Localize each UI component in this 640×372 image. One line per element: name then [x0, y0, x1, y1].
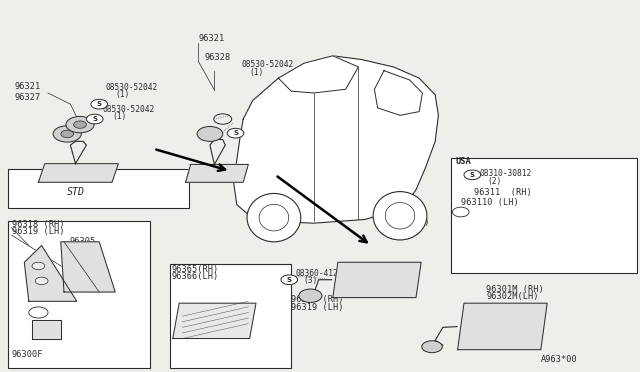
Text: 96328: 96328 [205, 52, 231, 61]
Circle shape [74, 121, 86, 128]
Text: (1): (1) [115, 90, 129, 99]
Text: 96319 (LH): 96319 (LH) [12, 227, 64, 236]
Text: 08360-41226: 08360-41226 [296, 269, 348, 278]
Text: 96302M(LH): 96302M(LH) [486, 292, 539, 301]
Text: USA: USA [456, 157, 472, 166]
Bar [170, 264, 291, 368]
Text: 96365(RH): 96365(RH) [172, 264, 219, 273]
Text: 96305: 96305 [69, 237, 95, 246]
Circle shape [86, 114, 103, 124]
Text: 08530-52042: 08530-52042 [102, 105, 155, 113]
Polygon shape [61, 242, 115, 292]
Text: (1): (1) [112, 112, 126, 121]
Bar [8, 221, 150, 368]
Text: S: S [233, 130, 238, 136]
Circle shape [197, 126, 223, 141]
Circle shape [91, 99, 108, 109]
Polygon shape [374, 71, 422, 115]
Polygon shape [234, 56, 438, 223]
Text: B0811Y(LH): B0811Y(LH) [378, 218, 430, 227]
Circle shape [32, 262, 45, 270]
Ellipse shape [247, 193, 301, 242]
Text: S: S [470, 172, 475, 178]
Text: 96327: 96327 [14, 93, 40, 102]
Text: 96301M (RH): 96301M (RH) [486, 285, 544, 294]
Text: 08530-52042: 08530-52042 [106, 83, 158, 92]
Text: STD: STD [67, 187, 85, 197]
Text: 96318 (RH): 96318 (RH) [12, 220, 64, 229]
Circle shape [35, 277, 48, 285]
Text: 08530-52042: 08530-52042 [242, 60, 294, 69]
Polygon shape [458, 303, 547, 350]
Text: S: S [287, 277, 292, 283]
Text: 08310-30812: 08310-30812 [480, 169, 532, 177]
Text: 96366(LH): 96366(LH) [172, 272, 219, 281]
Text: 96321: 96321 [14, 82, 40, 91]
Polygon shape [32, 320, 61, 339]
Text: 96321: 96321 [198, 34, 225, 43]
Text: 963110 (LH): 963110 (LH) [461, 198, 518, 206]
Text: A963*00: A963*00 [541, 355, 577, 363]
Circle shape [422, 341, 442, 353]
Text: (1): (1) [250, 68, 264, 77]
Polygon shape [333, 262, 421, 298]
Text: B0810(RH): B0810(RH) [378, 203, 425, 212]
Text: S: S [92, 116, 97, 122]
Circle shape [281, 275, 298, 285]
Polygon shape [186, 164, 248, 182]
Text: 96319 (LH): 96319 (LH) [291, 302, 344, 311]
Text: 96318 (RH): 96318 (RH) [291, 295, 344, 304]
Circle shape [53, 126, 81, 142]
Bar [451, 158, 637, 273]
Polygon shape [173, 303, 256, 339]
Polygon shape [24, 246, 77, 301]
Text: (2): (2) [488, 177, 502, 186]
Circle shape [227, 128, 244, 138]
Text: S: S [97, 101, 102, 107]
Circle shape [61, 130, 74, 138]
Circle shape [464, 170, 481, 180]
Circle shape [66, 116, 94, 133]
Polygon shape [278, 56, 358, 93]
Text: 96311  (RH): 96311 (RH) [474, 188, 531, 197]
Circle shape [299, 289, 322, 302]
Polygon shape [38, 164, 118, 182]
Bar [8, 169, 189, 208]
Text: 96300F: 96300F [12, 350, 43, 359]
Ellipse shape [373, 192, 427, 240]
Text: (3): (3) [303, 276, 317, 285]
